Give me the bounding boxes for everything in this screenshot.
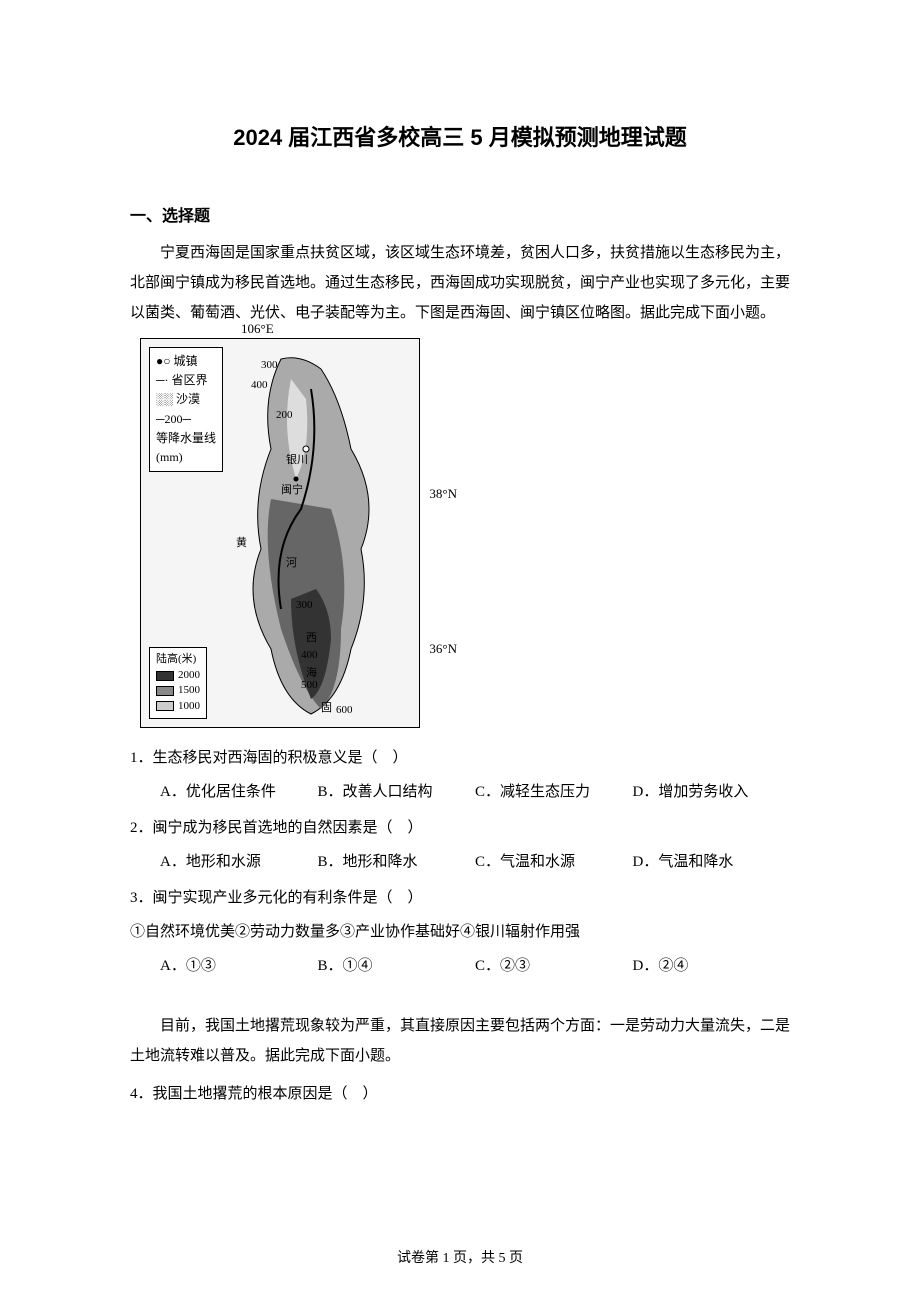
- city-minning: 闽宁: [281, 481, 303, 497]
- legend-isohyet: ─200─: [156, 410, 216, 429]
- q1-option-c[interactable]: C．减轻生态压力: [475, 777, 633, 807]
- q3-option-a[interactable]: A．①③: [160, 951, 318, 981]
- label-xi: 西: [306, 629, 317, 645]
- q3-option-b[interactable]: B．①④: [318, 951, 476, 981]
- map-figure: 106°E ●○ 城镇 ─· 省区界 ░░ 沙漠 ─200─ 等降水量线 (mm…: [140, 338, 420, 728]
- elev-label-1: 1500: [178, 683, 200, 698]
- elev-swatch-0: [156, 671, 174, 681]
- longitude-label: 106°E: [241, 321, 274, 337]
- passage-1: 宁夏西海固是国家重点扶贫区域，该区域生态环境差，贫困人口多，扶贫措施以生态移民为…: [130, 238, 790, 328]
- contour-200: 200: [276, 409, 293, 421]
- legend-isohyet-unit: (mm): [156, 448, 216, 467]
- elevation-row-1: 1500: [156, 683, 200, 698]
- section-header: 一、选择题: [130, 202, 790, 226]
- legend-desert: ░░ 沙漠: [156, 390, 216, 409]
- q1-option-b[interactable]: B．改善人口结构: [318, 777, 476, 807]
- lat-38n: 38°N: [429, 486, 457, 502]
- label-hai: 海: [306, 664, 317, 680]
- lat-36n: 36°N: [429, 641, 457, 657]
- map-legend-elevation: 陆高(米) 2000 1500 1000: [149, 647, 207, 719]
- contour-400b: 400: [301, 649, 318, 661]
- q2-option-d[interactable]: D．气温和降水: [633, 847, 791, 877]
- contour-300: 300: [261, 359, 278, 371]
- question-3-stem: 3．闽宁实现产业多元化的有利条件是（ ）: [130, 883, 790, 913]
- river-label-2: 河: [286, 554, 297, 570]
- q1-option-d[interactable]: D．增加劳务收入: [633, 777, 791, 807]
- question-1-stem: 1．生态移民对西海固的积极意义是（ ）: [130, 743, 790, 773]
- elev-label-2: 1000: [178, 699, 200, 714]
- elevation-row-0: 2000: [156, 668, 200, 683]
- q2-option-b[interactable]: B．地形和降水: [318, 847, 476, 877]
- contour-400: 400: [251, 379, 268, 391]
- label-gu: 固: [321, 699, 332, 715]
- elev-swatch-1: [156, 686, 174, 696]
- q3-option-c[interactable]: C．②③: [475, 951, 633, 981]
- q2-option-a[interactable]: A．地形和水源: [160, 847, 318, 877]
- legend-isohyet-label: 等降水量线: [156, 429, 216, 448]
- question-4-stem: 4．我国土地撂荒的根本原因是（ ）: [130, 1079, 790, 1109]
- elevation-row-2: 1000: [156, 699, 200, 714]
- legend-city: ●○ 城镇: [156, 352, 216, 371]
- question-3-sub: ①自然环境优美②劳动力数量多③产业协作基础好④银川辐射作用强: [130, 917, 790, 947]
- city-yinchuan: 银川: [286, 451, 308, 467]
- question-2-stem: 2．闽宁成为移民首选地的自然因素是（ ）: [130, 813, 790, 843]
- question-3-options: A．①③ B．①④ C．②③ D．②④: [130, 951, 790, 981]
- contour-600: 600: [336, 704, 353, 716]
- elev-swatch-2: [156, 701, 174, 711]
- passage-2: 目前，我国土地撂荒现象较为严重，其直接原因主要包括两个方面：一是劳动力大量流失，…: [130, 1011, 790, 1071]
- river-label-1: 黄: [236, 534, 247, 550]
- q2-option-c[interactable]: C．气温和水源: [475, 847, 633, 877]
- contour-500: 500: [301, 679, 318, 691]
- contour-300b: 300: [296, 599, 313, 611]
- map-legend-top: ●○ 城镇 ─· 省区界 ░░ 沙漠 ─200─ 等降水量线 (mm): [149, 347, 223, 472]
- question-1-options: A．优化居住条件 B．改善人口结构 C．减轻生态压力 D．增加劳务收入: [130, 777, 790, 807]
- elevation-title: 陆高(米): [156, 652, 200, 667]
- elev-label-0: 2000: [178, 668, 200, 683]
- question-2-options: A．地形和水源 B．地形和降水 C．气温和水源 D．气温和降水: [130, 847, 790, 877]
- page-footer: 试卷第 1 页，共 5 页: [0, 1247, 920, 1267]
- q3-option-d[interactable]: D．②④: [633, 951, 791, 981]
- legend-boundary: ─· 省区界: [156, 371, 216, 390]
- q1-option-a[interactable]: A．优化居住条件: [160, 777, 318, 807]
- exam-title: 2024 届江西省多校高三 5 月模拟预测地理试题: [130, 120, 790, 152]
